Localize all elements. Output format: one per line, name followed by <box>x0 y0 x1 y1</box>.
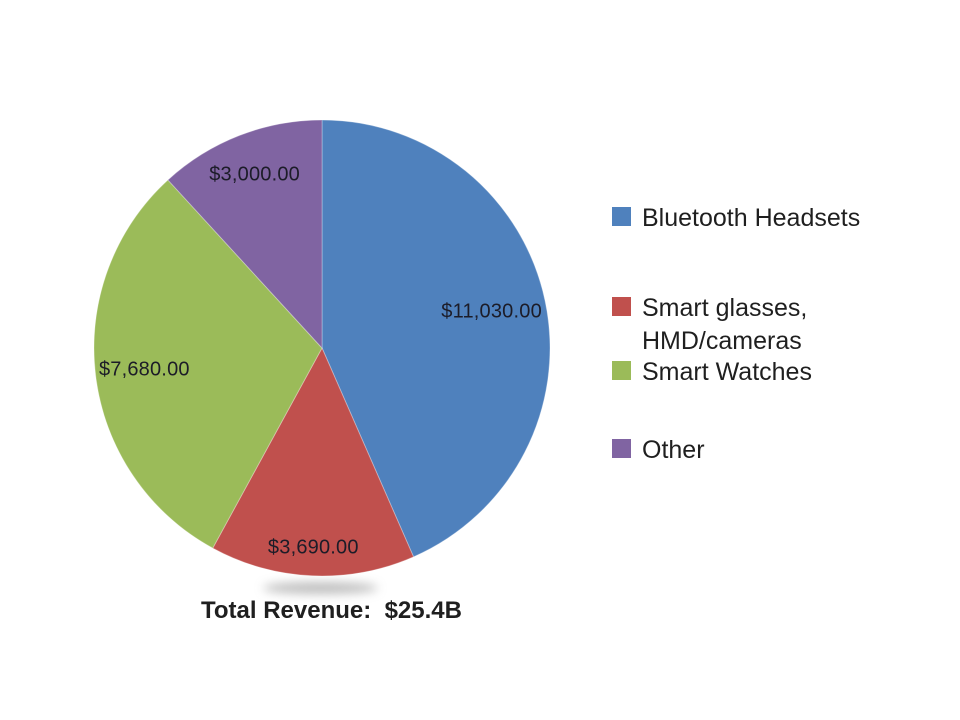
data-label-smart-watches: $7,680.00 <box>98 358 190 381</box>
data-label-smart-glasses-hmd-cameras: $3,690.00 <box>267 536 359 559</box>
data-label-bluetooth-headsets: $11,030.00 <box>441 300 542 323</box>
pie-slice-bluetooth-headsets <box>321 119 551 558</box>
legend-swatch-icon <box>612 439 631 458</box>
pie-shadow <box>263 582 378 594</box>
total-revenue-caption: Total Revenue: $25.4B <box>201 597 462 624</box>
legend-label: Smart glasses, HMD/cameras <box>642 294 808 355</box>
legend-item-smart-glasses-hmd-cameras: Smart glasses, HMD/cameras <box>612 292 890 358</box>
pie-slice-smart-watches <box>93 179 323 549</box>
legend-item-other: Other <box>612 434 705 467</box>
pie-slice-smart-glasses-hmd-cameras <box>212 346 415 577</box>
legend-item-smart-watches: Smart Watches <box>612 356 812 389</box>
legend-label: Bluetooth Headsets <box>642 204 861 232</box>
legend-swatch-icon <box>612 207 631 226</box>
legend-label: Other <box>642 436 705 464</box>
legend-swatch-icon <box>612 361 631 380</box>
data-label-other: $3,000.00 <box>209 163 300 186</box>
pie-slice-other <box>167 119 323 350</box>
legend-item-bluetooth-headsets: Bluetooth Headsets <box>612 202 860 235</box>
legend-swatch-icon <box>612 297 631 316</box>
legend-label: Smart Watches <box>642 358 812 386</box>
